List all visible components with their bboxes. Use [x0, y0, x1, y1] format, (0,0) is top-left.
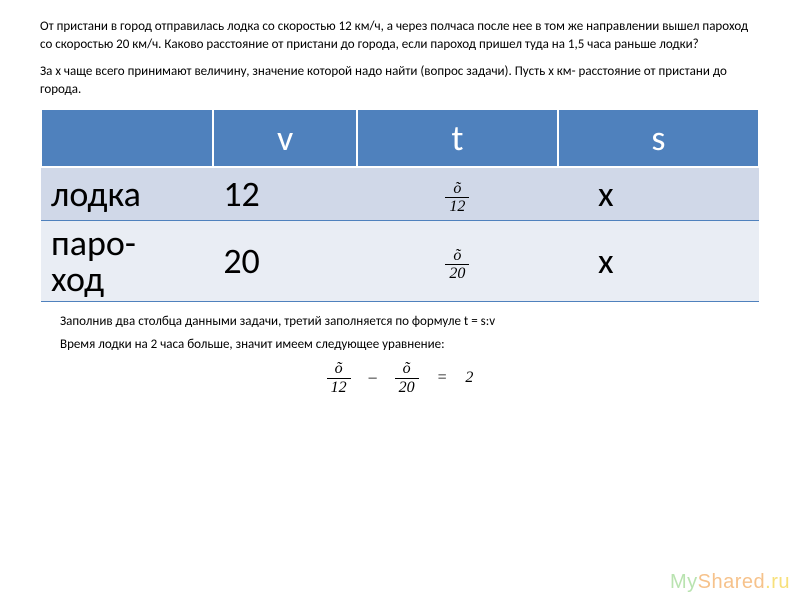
header-v: v: [213, 109, 357, 167]
equation: õ 12 – õ 20 = 2: [40, 360, 760, 396]
data-table: v t s лодка 12 õ 12 х паро-ход 20 õ 20: [40, 108, 760, 302]
header-t: t: [357, 109, 558, 167]
row-t: õ 12: [357, 167, 558, 221]
header-blank: [41, 109, 213, 167]
eq-eq: =: [423, 369, 462, 387]
row-s: х: [558, 221, 759, 302]
eq-f1-den: 12: [327, 379, 351, 397]
row-v: 20: [213, 221, 357, 302]
eq-f1-num: õ: [327, 360, 351, 379]
row-s: х: [558, 167, 759, 221]
explain-2: Время лодки на 2 часа больше, значит име…: [40, 337, 760, 352]
row-v: 12: [213, 167, 357, 221]
row-label: паро-ход: [41, 221, 213, 302]
eq-minus: –: [355, 369, 391, 387]
table-row: паро-ход 20 õ 20 х: [41, 221, 759, 302]
problem-paragraph-2: За х чаще всего принимают величину, знач…: [40, 63, 760, 98]
header-s: s: [558, 109, 759, 167]
frac-den: 20: [445, 265, 469, 283]
eq-rhs: 2: [465, 369, 473, 387]
frac-den: 12: [445, 198, 469, 216]
row-t: õ 20: [357, 221, 558, 302]
explain-1: Заполнив два столбца данными задачи, тре…: [40, 314, 760, 329]
frac-num: õ: [445, 247, 469, 266]
eq-f2-den: 20: [395, 379, 419, 397]
row-label: лодка: [41, 167, 213, 221]
eq-f2-num: õ: [395, 360, 419, 379]
problem-paragraph-1: От пристани в город отправилась лодка со…: [40, 18, 760, 53]
watermark: MyShared.ru: [670, 571, 790, 594]
frac-num: õ: [445, 180, 469, 199]
table-row: лодка 12 õ 12 х: [41, 167, 759, 221]
